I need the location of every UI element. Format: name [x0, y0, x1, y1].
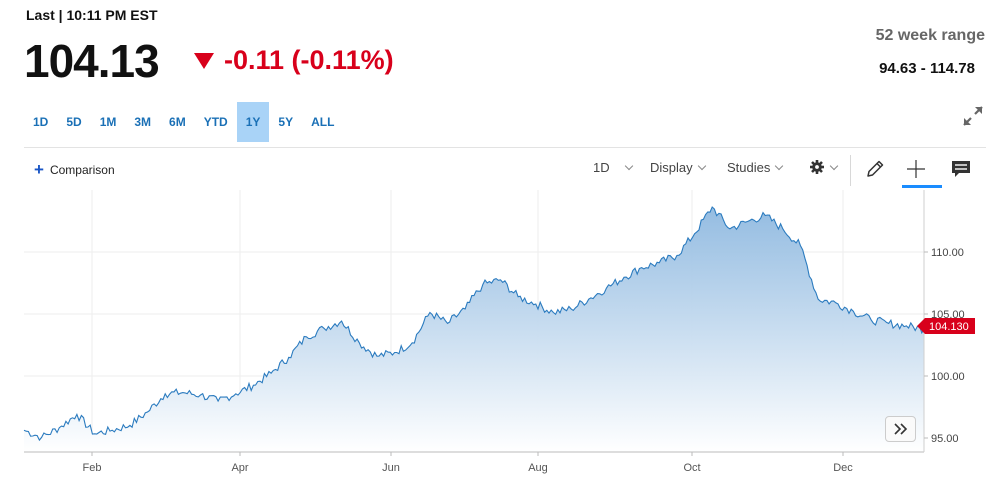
last-price-tag-label: 104.130 [929, 321, 969, 333]
last-price-marker: 104.130 [917, 318, 975, 334]
header-divider [24, 147, 986, 148]
scroll-to-latest-button[interactable] [885, 416, 916, 442]
last-price: 104.13 [24, 35, 160, 87]
interval-dropdown[interactable]: 1D [593, 160, 633, 175]
range-tab-5y[interactable]: 5Y [278, 115, 294, 129]
crosshair-icon[interactable] [905, 158, 927, 180]
chevron-down-icon [624, 161, 633, 171]
last-trade-line: Last | 10:11 PM EST [26, 7, 158, 23]
range-tab-1d[interactable]: 1D [33, 115, 49, 129]
display-label: Display [650, 160, 693, 175]
x-tick-label: Oct [683, 462, 700, 474]
gear-icon [810, 160, 824, 174]
week52-range-value: 94.63 - 114.78 [879, 60, 975, 77]
display-dropdown[interactable]: Display [650, 160, 706, 175]
interval-label: 1D [593, 160, 610, 175]
range-tab-1y[interactable]: 1Y [236, 102, 270, 142]
range-tab-1m[interactable]: 1M [99, 115, 117, 129]
price-change-value: -0.11 (-0.11%) [224, 45, 394, 75]
x-tick-label: Feb [83, 462, 102, 474]
price-line [23, 206, 925, 442]
comment-icon[interactable] [950, 158, 972, 180]
x-ticks [91, 452, 844, 456]
y-ticks [924, 251, 928, 439]
crosshair-active-indicator [902, 185, 942, 188]
expand-icon[interactable] [961, 104, 985, 128]
range-tab-all[interactable]: ALL [311, 115, 335, 129]
settings-dropdown[interactable] [809, 159, 839, 175]
double-chevron-right-icon [893, 423, 907, 435]
plus-icon: + [34, 160, 44, 179]
chevron-down-icon [829, 161, 839, 170]
y-tick-label: 100.00 [931, 371, 965, 383]
x-tick-labels: Feb Apr Jun Aug Oct Dec [83, 462, 854, 474]
range-tab-6m[interactable]: 6M [169, 115, 186, 129]
y-tick-label: 110.00 [931, 247, 964, 259]
y-tick-labels: 95.00 100.00 105.00 110.00 [931, 247, 965, 445]
week52-range-label: 52 week range [875, 27, 985, 44]
range-tab-5d[interactable]: 5D [66, 115, 82, 129]
price-change: -0.11 (-0.11%) [194, 45, 394, 76]
price-chart[interactable]: Feb Apr Jun Aug Oct Dec 95.00 100.00 105… [0, 190, 994, 483]
range-tab-ytd[interactable]: YTD [203, 115, 228, 129]
down-triangle-icon [194, 52, 214, 69]
comparison-button[interactable]: + Comparison [34, 160, 115, 179]
range-tab-3m[interactable]: 3M [134, 115, 152, 129]
chevron-down-icon [775, 161, 784, 171]
chevron-down-icon [697, 161, 706, 171]
range-tabs: 1D 5D 1M 3M 6M YTD 1Y 5Y ALL [24, 102, 343, 142]
last-price-tag [917, 318, 975, 334]
x-tick-label: Dec [833, 462, 853, 474]
studies-dropdown[interactable]: Studies [727, 160, 784, 175]
comparison-label: Comparison [49, 163, 115, 177]
pencil-icon[interactable] [864, 158, 886, 180]
studies-label: Studies [727, 160, 771, 175]
y-tick-label: 95.00 [931, 433, 959, 445]
x-tick-label: Jun [382, 462, 400, 474]
x-tick-label: Apr [231, 462, 248, 474]
x-tick-label: Aug [528, 462, 548, 474]
toolbar-separator [850, 155, 851, 186]
price-area [24, 207, 924, 452]
